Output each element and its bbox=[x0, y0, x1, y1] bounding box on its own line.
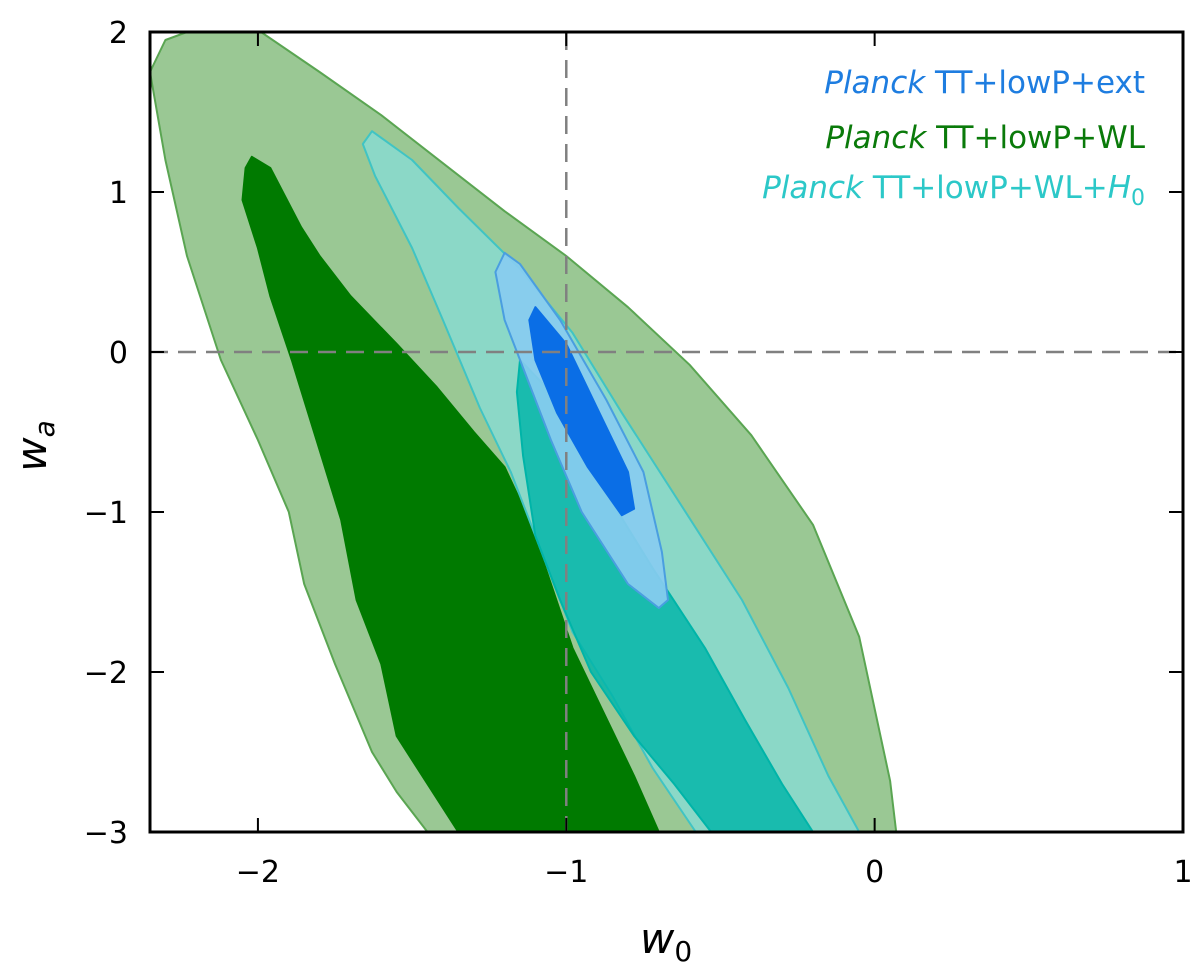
legend: Planck TT+lowP+ext Planck TT+lowP+WL Pla… bbox=[762, 65, 1146, 211]
y-tick-label: 1 bbox=[109, 176, 128, 211]
y-tick-label: −3 bbox=[84, 816, 128, 851]
contour-series-2-inner bbox=[528, 306, 636, 517]
y-tick-label: −2 bbox=[84, 656, 128, 691]
tick-labels: −2 −1 0 1 −3 −2 −1 0 1 2 bbox=[84, 16, 1193, 890]
y-tick-label: 2 bbox=[109, 16, 128, 51]
x-tick-label: 1 bbox=[1173, 855, 1192, 890]
legend-entry-wl-h0-sub: 0 bbox=[1131, 186, 1145, 211]
y-tick-label: 0 bbox=[109, 336, 128, 371]
legend-entry-wl-rest: TT+lowP+WL bbox=[926, 120, 1145, 156]
contour-series-0-inner bbox=[241, 155, 660, 832]
x-axis-label: w0 bbox=[640, 914, 692, 968]
legend-entry-ext-em: Planck bbox=[824, 65, 926, 101]
x-tick-label: 0 bbox=[865, 855, 884, 890]
plot-frame bbox=[148, 30, 1185, 834]
x-axis-label-sub: 0 bbox=[674, 935, 692, 968]
y-axis-label-sub: a bbox=[28, 420, 61, 437]
legend-entry-wl: Planck TT+lowP+WL bbox=[825, 120, 1145, 156]
legend-entry-wl-h0-sym: H bbox=[1108, 170, 1131, 206]
legend-entry-ext-rest: TT+lowP+ext bbox=[925, 65, 1145, 101]
legend-entry-wl-em: Planck bbox=[825, 120, 927, 156]
contour-layer bbox=[150, 32, 898, 832]
legend-entry-ext: Planck TT+lowP+ext bbox=[824, 65, 1145, 101]
y-axis-label-main: w bbox=[7, 437, 56, 472]
y-axis-label: wa bbox=[7, 420, 61, 472]
legend-entry-wl-h0-em: Planck bbox=[762, 170, 864, 206]
legend-entry-wl-h0-rest: TT+lowP+WL+ bbox=[863, 170, 1108, 206]
x-axis-label-main: w bbox=[640, 914, 675, 963]
legend-entry-wl-h0: Planck TT+lowP+WL+H0 bbox=[762, 170, 1145, 211]
reference-lines bbox=[150, 32, 1183, 832]
y-tick-label: −1 bbox=[84, 496, 128, 531]
x-tick-label: −1 bbox=[544, 855, 588, 890]
x-tick-label: −2 bbox=[236, 855, 280, 890]
